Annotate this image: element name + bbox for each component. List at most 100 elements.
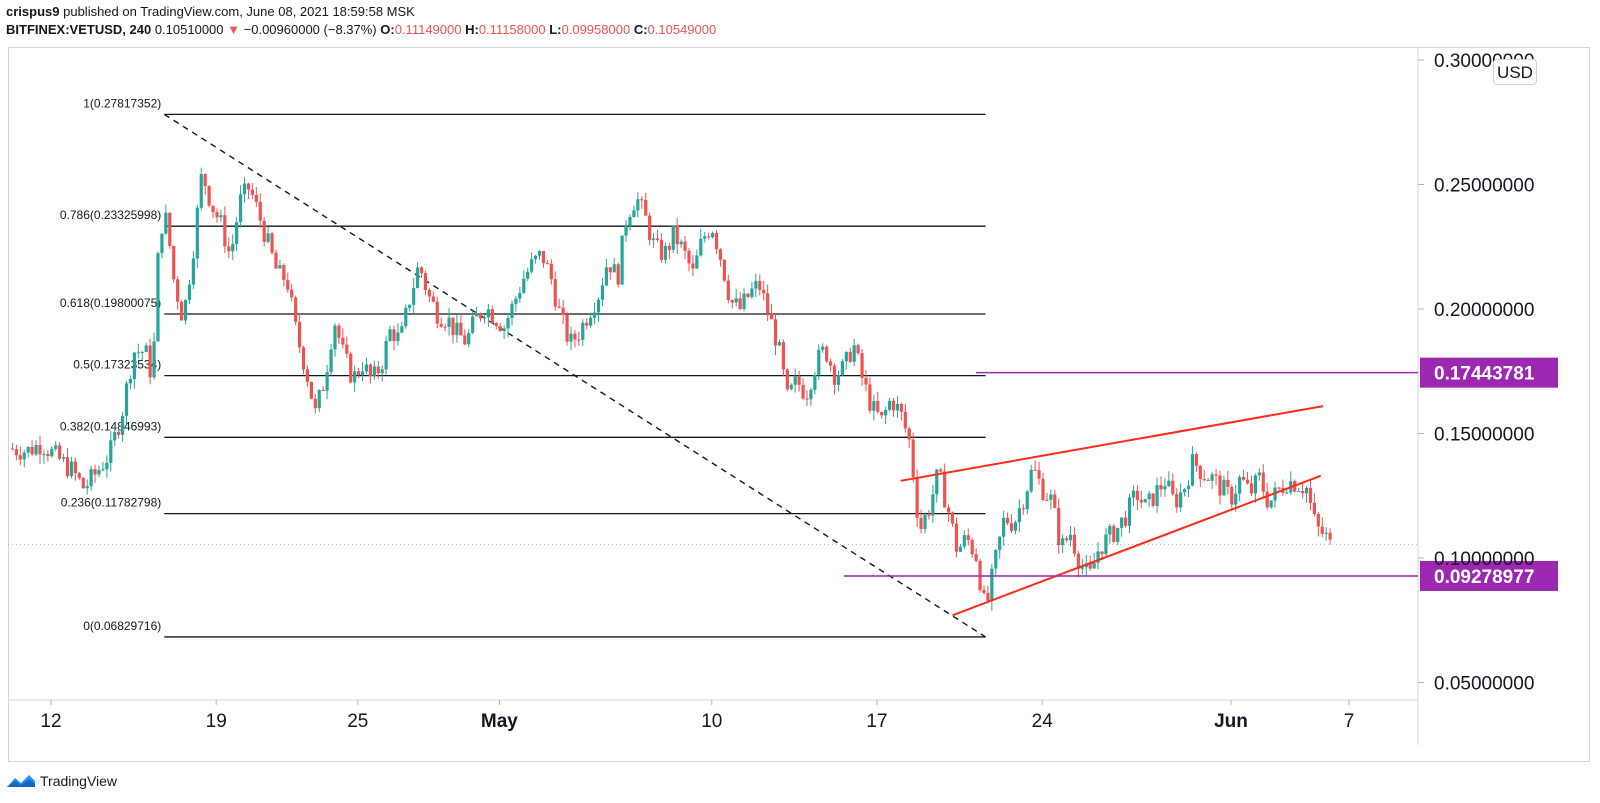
candle-body <box>1033 469 1037 471</box>
candle-body <box>699 238 703 256</box>
candle-body <box>1202 479 1206 481</box>
candle-body <box>789 384 793 390</box>
candle-body <box>569 333 573 342</box>
candle-body <box>404 307 408 327</box>
currency-unit-badge[interactable]: USD <box>1493 59 1537 85</box>
candle-body <box>187 284 192 300</box>
candle-body <box>943 471 947 508</box>
candle-body <box>109 440 113 463</box>
candle-body <box>321 390 325 392</box>
fib-level-label: 1(0.27817352) <box>83 96 161 110</box>
candle-body <box>451 317 455 336</box>
candle-body <box>435 301 439 324</box>
candle-body <box>286 279 290 290</box>
fib-level-label: 0.236(0.11782798) <box>61 496 162 510</box>
candle-body <box>467 332 471 345</box>
x-tick-label: 7 <box>1344 711 1355 732</box>
candle-body <box>852 345 856 362</box>
candle-body <box>982 589 986 593</box>
candle-body <box>266 233 270 242</box>
y-tick-label: 0.10000000 <box>1434 549 1534 570</box>
candle-body <box>400 326 404 333</box>
symbol-label: BITFINEX:VETUSD, 240 <box>6 22 152 37</box>
candle-body <box>1120 517 1124 528</box>
candle-body <box>482 317 487 319</box>
candle-body <box>1080 567 1084 569</box>
candle-body <box>1147 493 1151 500</box>
candle-body <box>927 514 931 516</box>
candle-body <box>1253 475 1257 494</box>
candle-body <box>1021 508 1025 510</box>
x-tick-label: 25 <box>347 711 368 732</box>
tradingview-logo-icon[interactable] <box>6 773 36 789</box>
candle-body <box>762 289 766 294</box>
candle-body <box>998 536 1002 550</box>
candle-body <box>376 366 380 374</box>
price-marker-label: 0.09278977 <box>1434 567 1534 588</box>
price-change: −0.00960000 (−8.37%) <box>243 22 377 37</box>
candle-body <box>561 307 565 315</box>
y-tick-label: 0.25000000 <box>1434 176 1534 197</box>
candle-body <box>895 403 900 411</box>
candle-body <box>1116 527 1120 542</box>
candle-body <box>262 220 266 242</box>
candle-body <box>113 431 117 441</box>
candle-body <box>415 267 420 288</box>
candle-body <box>530 259 534 272</box>
close-label: C: <box>633 22 648 37</box>
candle-body <box>392 329 396 342</box>
candle-body <box>1025 491 1029 510</box>
candle-body <box>219 215 223 218</box>
x-tick-label: Jun <box>1214 711 1248 732</box>
candle-body <box>640 199 644 201</box>
candle-body <box>1017 508 1021 523</box>
candle-body <box>1135 490 1139 501</box>
candle-body <box>632 210 636 218</box>
tradingview-brand[interactable]: TradingView <box>40 773 118 789</box>
candle-body <box>345 344 349 354</box>
candle-body <box>801 384 805 399</box>
candle-body <box>1269 500 1273 508</box>
candle-body <box>844 351 848 362</box>
candle-body <box>1123 517 1128 526</box>
candle-body <box>522 278 526 293</box>
candle-body <box>380 369 384 374</box>
publish-line: crispus9 published on TradingView.com, J… <box>6 3 716 21</box>
published-text: published on TradingView.com, June 08, 2… <box>63 4 415 19</box>
candle-body <box>1143 499 1147 503</box>
candle-body <box>1045 499 1049 501</box>
candle-body <box>128 378 133 384</box>
candle-body <box>828 361 833 366</box>
candle-body <box>840 361 844 375</box>
candle-body <box>412 287 416 305</box>
candle-body <box>754 280 758 289</box>
candle-body <box>620 235 624 285</box>
candle-body <box>836 374 841 385</box>
candle-body <box>1088 563 1092 569</box>
candle-body <box>683 241 687 251</box>
candle-body <box>880 411 884 416</box>
candle-body <box>490 309 494 324</box>
candle-body <box>781 342 785 370</box>
candle-body <box>758 280 762 290</box>
candle-body <box>431 296 435 302</box>
candle-body <box>1167 480 1171 487</box>
candle-body <box>250 189 254 195</box>
candle-body <box>65 457 70 477</box>
candle-body <box>101 469 105 471</box>
candle-body <box>199 174 203 208</box>
candle-body <box>227 246 231 252</box>
candle-body <box>553 279 557 307</box>
candle-body <box>42 454 46 456</box>
candle-body <box>502 328 506 331</box>
candle-body <box>797 376 801 385</box>
fib-level-label: 0.382(0.14846993) <box>60 419 161 433</box>
candle-body <box>577 339 581 341</box>
candle-body <box>1179 492 1183 508</box>
candle-body <box>1104 534 1108 555</box>
candle-body <box>1210 474 1214 481</box>
author-name[interactable]: crispus9 <box>6 4 60 19</box>
candle-body <box>1218 475 1222 496</box>
candle-body <box>105 462 109 470</box>
